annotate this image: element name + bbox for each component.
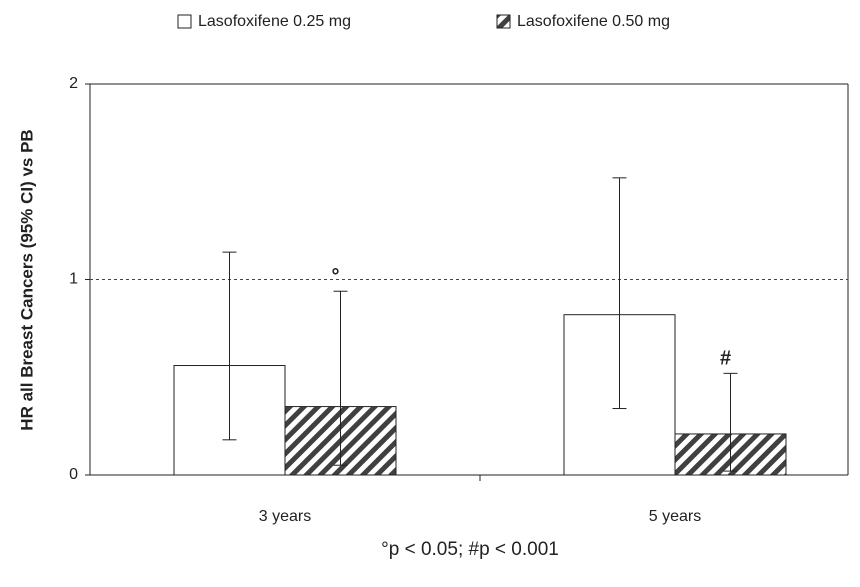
legend-label: Lasofoxifene 0.50 mg <box>517 13 670 30</box>
annotation: ° <box>332 266 340 288</box>
legend-label: Lasofoxifene 0.25 mg <box>198 13 351 30</box>
footnote: °p < 0.05; #p < 0.001 <box>381 539 559 560</box>
y-tick-label: 1 <box>69 271 78 288</box>
y-axis-label: HR all Breast Cancers (95% CI) vs PB <box>17 129 36 430</box>
annotation: # <box>720 348 731 370</box>
x-tick-label: 3 years <box>259 508 311 525</box>
y-tick-label: 0 <box>69 466 78 483</box>
legend-swatch <box>177 14 192 29</box>
y-tick-label: 2 <box>69 75 78 92</box>
legend-swatch <box>496 14 511 29</box>
x-tick-label: 5 years <box>649 508 701 525</box>
